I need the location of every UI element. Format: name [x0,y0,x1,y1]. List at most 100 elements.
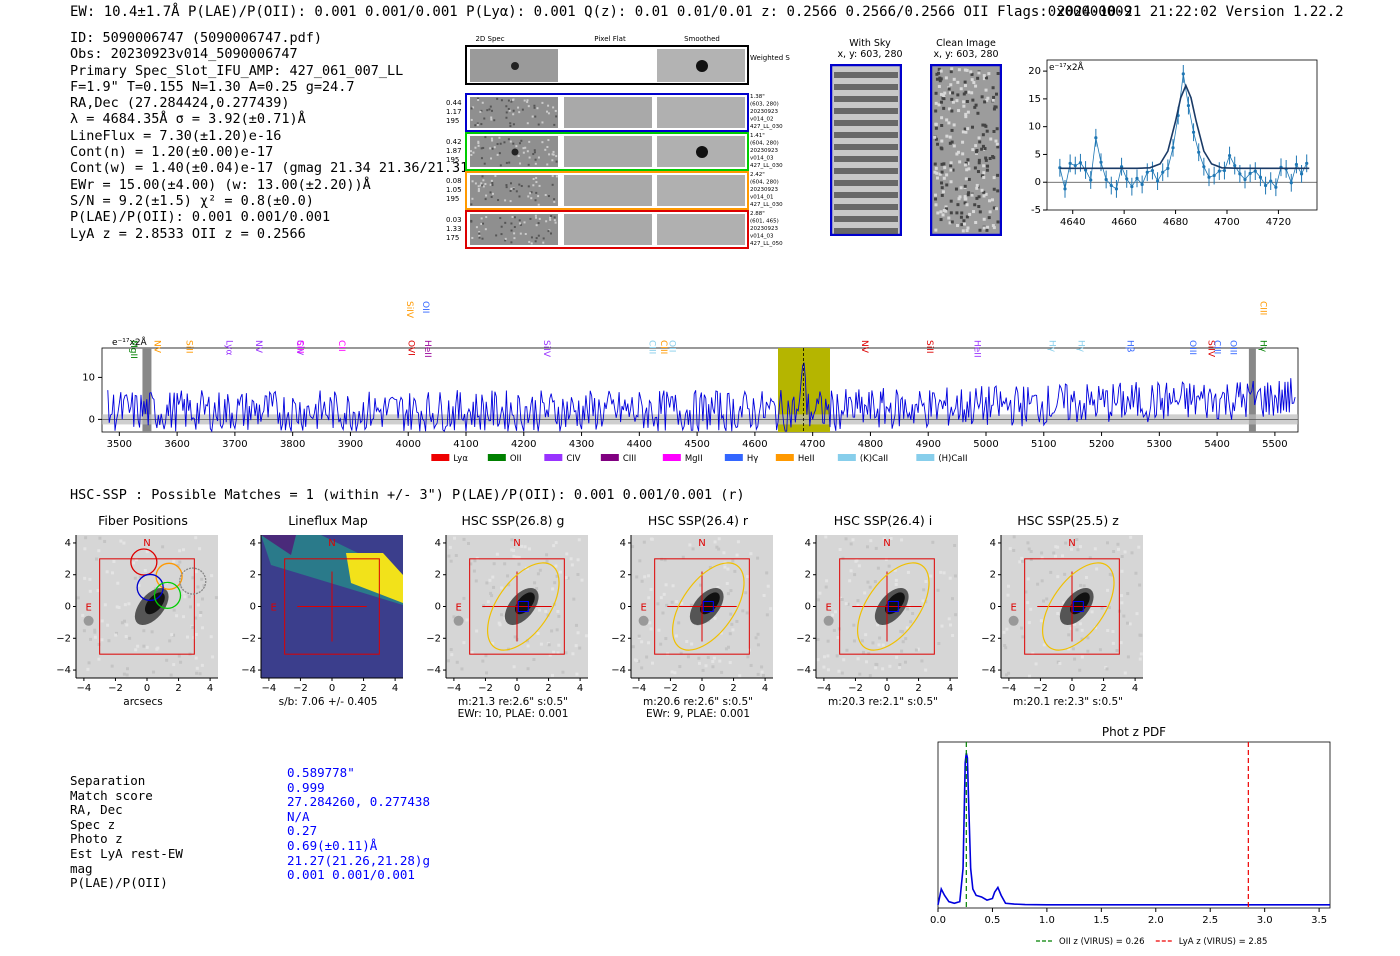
cutout-2d-noise [553,200,556,203]
col-title-pixel-flat: Pixel Flat [594,35,626,43]
hsc-noise [867,651,871,655]
hsc-caption: EWr: 9, PLAE: 0.001 [645,708,751,720]
sky-stripe [834,168,898,174]
hsc-noise [1090,610,1094,614]
spectrum-xtick-label: 3500 [107,439,132,450]
cutout-2d-noise [505,184,508,187]
clean-noise [940,123,944,127]
hsc-noise [93,630,97,634]
hsc-noise [513,635,517,639]
photz-svg: Phot z PDF 0.0 0.5 1.0 1.5 2.0 2.5 3.0 3.5 OII z… [930,725,1331,947]
cutout-2d-noise [549,216,552,219]
weighted-smoothed-spot [696,60,708,72]
clean-noise [984,158,988,162]
hsc-noise [906,570,910,574]
cutout-2d-noise [494,175,497,178]
hsc-ytick-label: 2 [435,570,441,581]
clean-noise [939,100,943,104]
spectrum-xtick-label: 4200 [511,439,536,450]
hsc-noise [887,564,891,568]
photz-legend-label: OII z (VIRUS) = 0.26 [1059,937,1145,947]
clean-noise [948,221,952,225]
cutout-2d-noise [475,226,478,229]
cutout-2d-noise [551,159,554,162]
hsc-noise [1126,592,1130,596]
cutout-2d-noise [526,99,529,102]
hsc-noise [182,591,186,595]
hsc-noise [895,655,899,659]
info-line-12: LyA z = 2.8533 OII z = 0.2566 [70,225,306,242]
hsc-noise [533,581,537,585]
east-label: E [825,603,831,614]
hsc-noise [845,648,849,652]
hsc-noise [712,656,716,660]
hsc-noise [856,599,860,603]
cutout-2d-noise [490,109,493,112]
clean-noise [995,207,999,211]
hsc-noise [492,562,496,566]
hsc-noise [214,596,218,600]
hsc-noise [649,587,653,591]
spectrum-flux-line [107,362,1296,433]
hsc-noise [466,541,470,545]
hsc-noise [876,566,880,570]
legend-label: HeII [798,454,815,464]
hsc-noise [544,609,548,613]
hsc-noise [936,588,940,592]
hsc-noise [1006,593,1010,597]
cutout-2d-noise [522,151,525,154]
galaxy-core [1069,592,1090,615]
hsc-noise [647,574,651,578]
hsc-noise [662,592,666,596]
cutout-2d-noise [477,185,480,188]
hsc-noise [1111,629,1115,633]
clean-noise [961,130,965,134]
hsc-noise [899,629,903,633]
cutout-2d-noise [510,241,513,244]
clean-noise [963,201,967,205]
cutout-2d-noise [491,181,494,184]
hsc-noise [853,573,857,577]
clean-noise [988,210,992,214]
hsc-xtick-label: 2 [730,683,736,694]
clean-noise [982,74,986,78]
spectrum-xtick-label: 4800 [858,439,883,450]
clean-noise [937,103,941,107]
header-timestamp-version: 2024-10-21 21:22:02 Version 1.22.2 [1057,4,1344,20]
hsc-noise [526,667,530,671]
hsc-noise [506,574,510,578]
cutout-2d-noise [518,111,521,114]
clean-noise [971,125,975,129]
cutout-2d-noise [537,123,540,126]
legend-label: OII [510,454,522,464]
hsc-noise [194,616,198,620]
cutout-2d-noise [490,179,493,182]
hsc-noise [866,580,870,584]
hsc-noise [128,636,132,640]
hsc-noise [185,635,189,639]
cutout-2d-noise [470,107,473,110]
photz-pdf-chart: Phot z PDF 0.0 0.5 1.0 1.5 2.0 2.5 3.0 3.5 OII z… [920,722,1360,956]
neighbor-source [83,615,94,626]
fiber-circle [179,567,207,595]
clean-noise [994,139,998,143]
spectrum-xtick-label: 4600 [742,439,767,450]
cutout-2d-noise [533,151,536,154]
hsc-noise [112,560,116,564]
clean-noise [981,123,985,127]
cutout-2d-noise [526,150,529,153]
hsc-noise [196,603,200,607]
hsc-noise [642,540,646,544]
hsc-noise [545,559,549,563]
photz-legend-label: LyA z (VIRUS) = 2.85 [1179,937,1268,947]
hsc-noise [150,630,154,634]
cutout-2d-noise [545,220,548,223]
zoom-xtick-label: 4720 [1266,217,1291,228]
cutout-2d-noise [535,216,538,219]
clean-noise [958,195,962,199]
aperture-ellipse [486,562,560,651]
hsc-noise [510,548,514,552]
cutout-2d-noise [510,100,513,103]
clean-noise [939,69,943,73]
hsc-noise [572,597,576,601]
